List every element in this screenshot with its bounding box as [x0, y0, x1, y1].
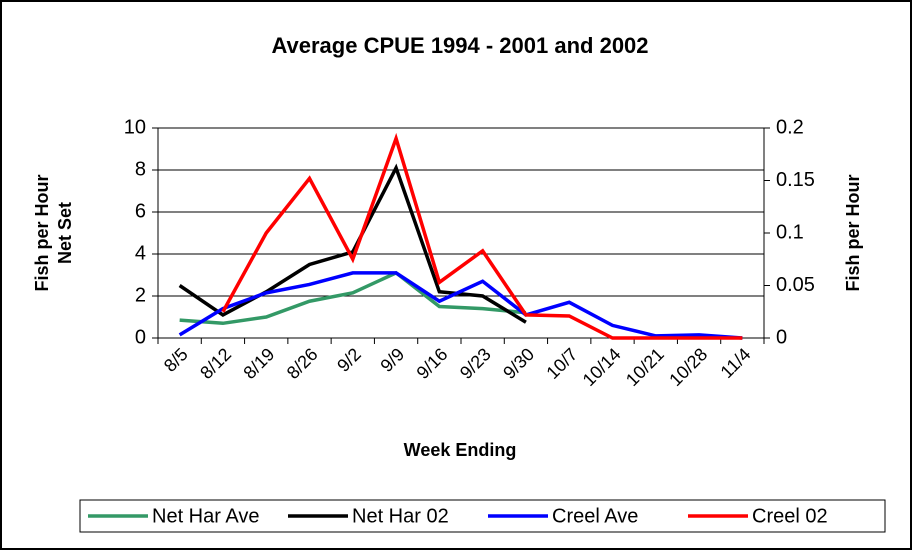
y-axis-label: Net Set [55, 202, 75, 264]
y2-tick-label: 0.05 [776, 274, 815, 296]
series-line [178, 271, 743, 340]
y-tick-label: 4 [135, 242, 146, 264]
series-line [178, 163, 527, 324]
y-tick-label: 6 [135, 200, 146, 222]
legend-label: Creel Ave [552, 505, 638, 527]
y-axis-label: Fish per Hour [32, 174, 52, 291]
series-line [179, 270, 527, 326]
legend-label: Creel 02 [752, 505, 828, 527]
series-line [221, 132, 743, 340]
y-tick-label: 0 [135, 326, 146, 348]
legend-box [79, 499, 886, 533]
y2-tick-label: 0.2 [776, 116, 804, 138]
chart-title: Average CPUE 1994 - 2001 and 2002 [271, 33, 648, 58]
y-tick-label: 8 [135, 158, 146, 180]
y-tick-label: 10 [124, 116, 146, 138]
y2-tick-label: 0.15 [776, 169, 815, 191]
y2-tick-label: 0.1 [776, 221, 804, 243]
x-axis-label: Week Ending [404, 440, 517, 460]
legend-label: Net Har Ave [152, 505, 259, 527]
y2-axis-label: Fish per Hour [843, 174, 863, 291]
y2-tick-label: 0 [776, 326, 787, 348]
legend-label: Net Har 02 [352, 505, 449, 527]
y-tick-label: 2 [135, 284, 146, 306]
